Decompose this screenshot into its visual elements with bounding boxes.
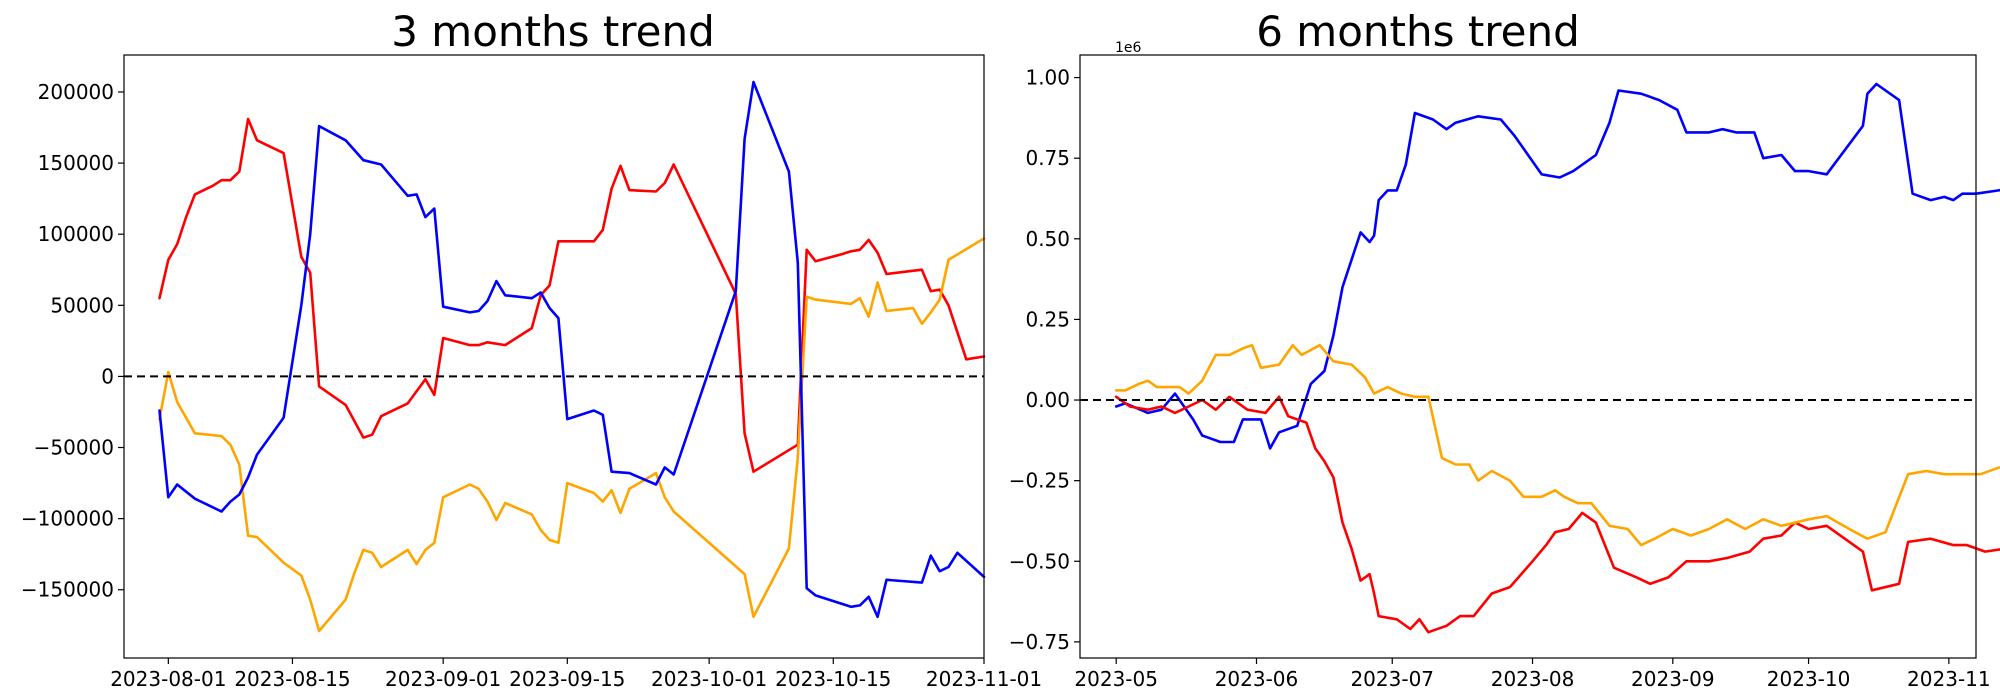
right-chart-x-axis: 2023-05 2023-06 2023-07 2023-08 2023-09 2023-… [1074,658,1991,691]
right-chart-series-line-3 [1114,343,2000,547]
right-chart-x-tick-label: 2023-08 [1491,667,1575,691]
right-chart-x-tick-label: 2023-10 [1767,667,1851,691]
left-chart-x-tick-label: 2023-09-15 [509,667,625,691]
right-chart-x-tick-label: 2023-05 [1074,667,1158,691]
left-chart-x-tick-label: 2023-10-15 [775,667,891,691]
right-chart: 6 months trend 1e6 −0.75 −0.50 −0.25 0.00 0.… [1009,7,2000,691]
right-chart-x-tick-label: 2023-06 [1215,667,1299,691]
left-chart-series-line-1 [158,117,986,473]
right-chart-y-tick-label: 0.00 [1025,388,1070,412]
left-chart: 3 months trend −150000 −100000 −50000 0 5000… [21,7,1042,691]
left-chart-y-tick-label: 0 [101,364,114,388]
right-chart-x-tick-label: 2023-09 [1631,667,1715,691]
right-chart-y-axis: −0.75 −0.50 −0.25 0.00 0.25 0.50 0.75 1.00 [1009,66,1080,654]
right-chart-series-line-1 [1114,82,2000,450]
left-chart-y-tick-label: 100000 [38,222,114,246]
left-chart-y-tick-label: −50000 [34,436,114,460]
left-chart-frame [123,54,985,659]
right-chart-y-tick-label: 0.25 [1025,307,1070,331]
right-chart-frame [1079,54,1977,659]
right-chart-y-offset-label: 1e6 [1115,40,1142,56]
right-chart-x-tick-label: 2023-07 [1350,667,1434,691]
left-chart-y-axis: −150000 −100000 −50000 0 50000 100000 150000 20… [21,80,124,602]
right-chart-title: 6 months trend [1256,7,1580,56]
left-chart-y-tick-label: −100000 [21,507,114,531]
right-chart-x-tick-label: 2023-11 [1907,667,1991,691]
left-chart-x-axis: 2023-08-01 2023-08-15 2023-09-01 2023-09-15… [110,658,1042,691]
left-chart-y-tick-label: 50000 [50,293,114,317]
left-chart-x-tick-label: 2023-09-01 [385,667,501,691]
left-chart-series-line-2 [158,237,986,633]
left-chart-series [158,80,986,633]
right-chart-y-tick-label: 0.50 [1025,227,1070,251]
left-chart-series-line-3 [158,80,986,619]
left-chart-x-tick-label: 2023-08-15 [234,667,350,691]
right-chart-y-tick-label: 0.75 [1025,146,1070,170]
right-chart-y-tick-label: 1.00 [1025,66,1070,90]
left-chart-y-tick-label: −150000 [21,578,114,602]
left-chart-y-tick-label: 150000 [38,151,114,175]
left-chart-x-tick-label: 2023-10-01 [651,667,767,691]
right-chart-y-tick-label: −0.25 [1009,469,1070,493]
left-chart-title: 3 months trend [391,7,715,56]
right-chart-series-line-2 [1114,395,2000,634]
right-chart-series [1114,82,2000,634]
right-chart-y-tick-label: −0.75 [1009,630,1070,654]
left-chart-y-tick-label: 200000 [38,80,114,104]
left-chart-x-tick-label: 2023-08-01 [110,667,226,691]
left-chart-x-tick-label: 2023-11-01 [926,667,1042,691]
right-chart-y-tick-label: −0.50 [1009,549,1070,573]
